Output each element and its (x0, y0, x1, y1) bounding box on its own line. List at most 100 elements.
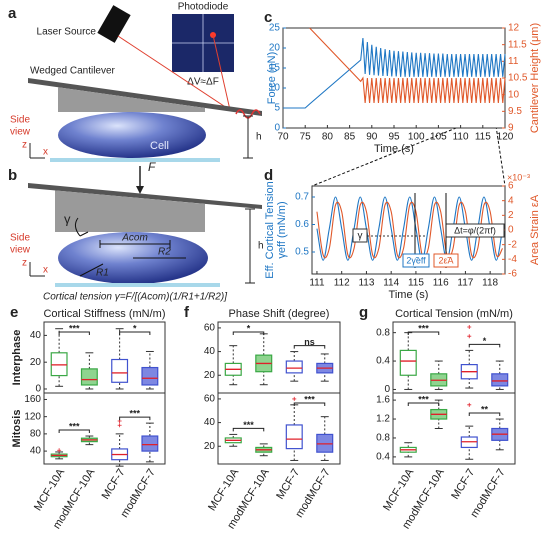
x-tick-label: 70 (277, 132, 289, 143)
x-axis-label: Time (s) (374, 143, 414, 155)
flier (467, 334, 472, 339)
y-tick-label: 25 (269, 23, 281, 34)
x-tick-label: 115 (408, 278, 424, 289)
row-label: Interphase (11, 330, 23, 386)
panel-letter: f (184, 304, 190, 321)
x-tick-label: 116 (433, 278, 449, 289)
acom-label: Acom (121, 233, 148, 244)
cell-label: Cell (150, 140, 169, 152)
flier (292, 396, 297, 401)
y2-tick-label: 9 (508, 123, 514, 134)
y2-tick-label: 4 (508, 195, 514, 206)
x-tick-label: 105 (430, 132, 447, 143)
y-tick-label: 60 (204, 394, 216, 405)
sig-bracket (58, 331, 90, 335)
cantilever-label: Wedged Cantilever (30, 66, 116, 77)
x-tick-label: 113 (358, 278, 374, 289)
sig-bracket (232, 427, 265, 432)
photodiode-label: Photodiode (178, 2, 229, 13)
sig-label: *** (69, 421, 80, 431)
panel-letter: b (8, 167, 17, 184)
y2-tick-label: 12 (508, 23, 520, 34)
x-tick-label: 112 (334, 278, 350, 289)
series-line (316, 201, 504, 259)
y-tick-label: 20 (204, 370, 216, 381)
y-tick-label: 0.7 (295, 192, 309, 203)
x-tick-label: 75 (300, 132, 312, 143)
series-line (309, 27, 506, 104)
annotation-box (433, 253, 459, 268)
axis-z: z (22, 140, 27, 151)
sig-bracket (58, 429, 90, 434)
substrate (50, 158, 220, 162)
panel-letter: d (264, 167, 273, 184)
cell (58, 112, 206, 158)
flier (467, 402, 472, 407)
sig-label: *** (418, 394, 429, 404)
x-tick-label: 114 (383, 278, 399, 289)
panel-letter: a (8, 5, 17, 22)
annotation: 2γ̃eff (406, 255, 426, 265)
panel-letter: e (10, 304, 18, 321)
sig-bracket (293, 345, 326, 349)
chart-title: Cortical Tension (mN/m) (395, 308, 513, 320)
y-tick-label: 20 (30, 357, 42, 368)
x-axis-label: Time (s) (389, 289, 429, 301)
box (399, 349, 417, 376)
y2-tick-label: -4 (508, 254, 517, 265)
side-view: view (10, 127, 31, 138)
y2-axis-label: Cantilever Height (μm) (529, 23, 541, 133)
x-tick-label: 117 (457, 278, 473, 289)
y2-tick-label: 11.5 (508, 39, 527, 50)
y-tick-label: 10 (269, 83, 281, 94)
laser-source (97, 5, 131, 43)
plot-frame (43, 392, 166, 465)
y-tick-label: 20 (204, 441, 216, 452)
x-tick-label: 120 (497, 132, 514, 143)
annotation-box (402, 253, 430, 268)
box (50, 352, 68, 377)
y-tick-label: 0.8 (376, 433, 390, 444)
wedge (58, 87, 205, 112)
panel-letter: c (264, 9, 272, 26)
axis-x: x (43, 265, 48, 276)
y2-tick-label: 6 (508, 181, 514, 192)
r2-label: R2 (158, 247, 171, 258)
gamma-arrows (74, 217, 89, 237)
box (285, 424, 303, 450)
x-tick-label: 110 (453, 132, 469, 143)
flier (117, 423, 122, 428)
substrate (55, 283, 220, 287)
gamma-label: γ (64, 211, 71, 226)
force-label: F (148, 160, 156, 174)
x-tick-label: 95 (388, 132, 400, 143)
y2-tick-label: 10.5 (508, 73, 528, 84)
y-tick-label: 15 (269, 63, 281, 74)
y-tick-label: 1.2 (376, 414, 390, 425)
flier (57, 448, 62, 453)
schematic-a: a Laser Source Photodiode ΔV≈ΔF Wedged C… (8, 2, 262, 162)
sig-label: *** (418, 323, 429, 333)
schematic-b: b F Acom R2 R1 γ h Side view z x Cortica… (8, 160, 264, 302)
y-tick-label: 20 (269, 43, 281, 54)
sig-bracket (468, 343, 501, 348)
chart-title: Phase Shift (degree) (229, 308, 330, 320)
x-tick-label: 111 (309, 278, 325, 289)
h-label: h (258, 241, 264, 252)
box (141, 366, 159, 386)
annotation: 2ε̃A (438, 255, 453, 265)
sig-label: * (483, 336, 487, 346)
axes-icon (29, 262, 45, 277)
r1-label: R1 (96, 268, 109, 279)
axes-icon (29, 143, 45, 159)
y2-tick-label: 9.5 (508, 106, 522, 117)
y-tick-label: 0.4 (376, 356, 390, 367)
cantilever (28, 183, 262, 209)
signal-label: ΔV≈ΔF (187, 77, 219, 88)
box (111, 358, 129, 383)
y-axis-label: Eff. Cortical Tension (264, 181, 276, 278)
sig-label: *** (69, 323, 80, 333)
sig-bracket (293, 402, 326, 406)
